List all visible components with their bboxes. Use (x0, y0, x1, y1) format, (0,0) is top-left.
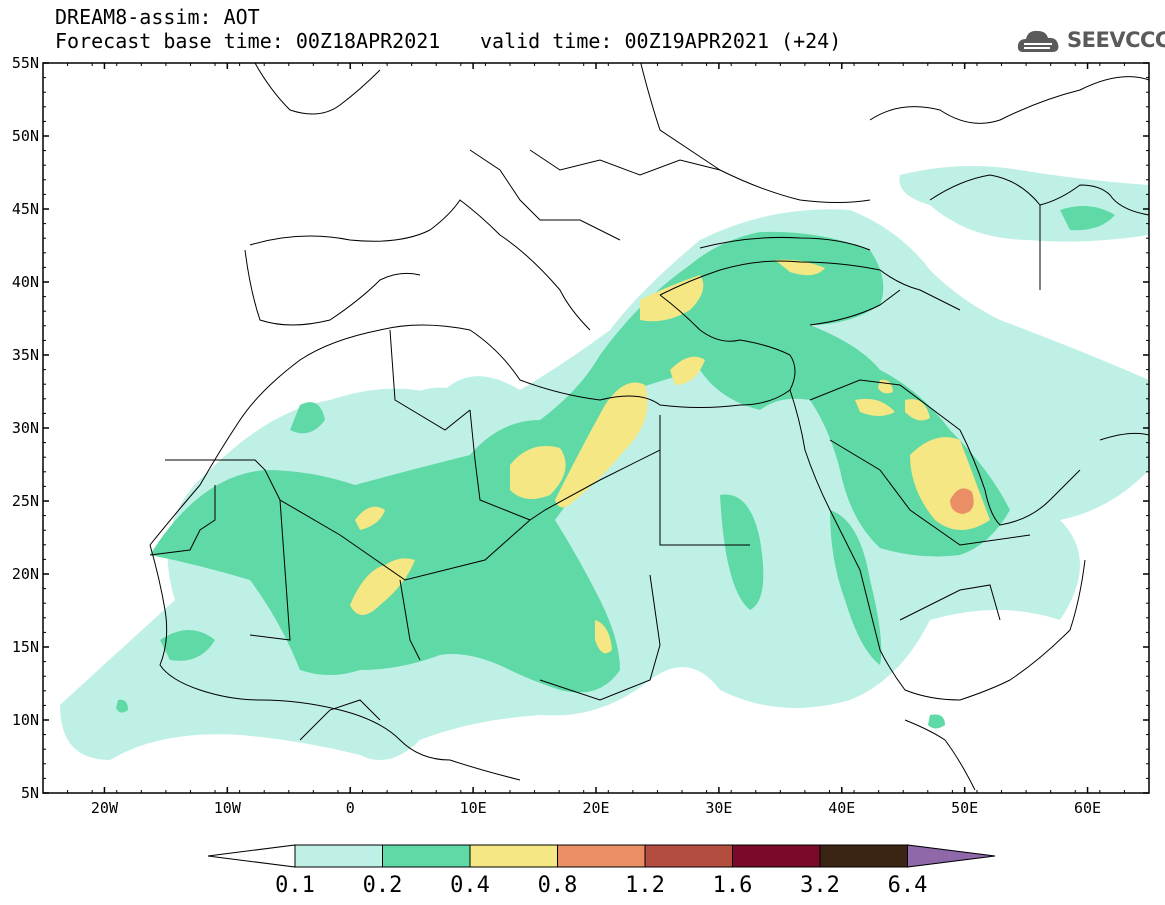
colorbar-boxes (207, 844, 996, 868)
colorbar-swatch (557, 844, 646, 868)
valid-time: valid time: 00Z19APR2021 (+24) (480, 29, 842, 53)
colorbar-swatch (644, 844, 733, 868)
longitude-axis: 20W 10W 0 10E 20E 30E 40E 50E 60E (42, 63, 1150, 817)
lat-tick-label: 20N (12, 565, 39, 583)
colorbar-left-arrow (207, 844, 296, 868)
lat-tick-label: 5N (21, 784, 39, 802)
lon-tick-label: 20E (582, 799, 609, 817)
latitude-axis: 55N 50N 45N 40N 35N 30N 25N 20N 15N 10N 5N (12, 54, 1149, 802)
lat-tick-label: 50N (12, 127, 39, 145)
lat-tick-label: 25N (12, 492, 39, 510)
colorbar-label: 0.1 (275, 873, 315, 898)
colorbar-labels: 0.1 0.2 0.4 0.8 1.2 1.6 3.2 6.4 (275, 873, 927, 898)
logo-text: SEEVCCC (1067, 28, 1165, 52)
aot-field (43, 63, 1149, 793)
lon-tick-label: 30E (705, 799, 732, 817)
colorbar-swatch (469, 844, 558, 868)
map-title: DREAM8-assim: AOT (55, 5, 260, 29)
colorbar-swatch (732, 844, 821, 868)
colorbar-label: 0.2 (363, 873, 403, 898)
lat-tick-label: 40N (12, 273, 39, 291)
lon-tick-label: 40E (828, 799, 855, 817)
colorbar-label: 0.8 (538, 873, 578, 898)
lat-tick-label: 15N (12, 638, 39, 656)
seevccc-logo: SEEVCCC (1015, 24, 1165, 58)
colorbar-label: 1.6 (713, 873, 753, 898)
colorbar-label: 3.2 (800, 873, 840, 898)
colorbar-label: 6.4 (888, 873, 928, 898)
colorbar-swatch (382, 844, 471, 868)
lon-tick-label: 10W (214, 799, 242, 817)
lon-tick-label: 50E (951, 799, 978, 817)
lat-tick-label: 30N (12, 419, 39, 437)
lat-tick-label: 35N (12, 346, 39, 364)
colorbar-swatch (294, 844, 383, 868)
cloud-logo-icon (1017, 30, 1059, 52)
lat-tick-label: 10N (12, 711, 39, 729)
colorbar-swatch (819, 844, 908, 868)
aot-contour-0.8 (950, 488, 974, 514)
lat-tick-label: 55N (12, 54, 39, 72)
lon-tick-label: 60E (1074, 799, 1101, 817)
lon-tick-label: 10E (460, 799, 487, 817)
colorbar-right-arrow (907, 844, 996, 868)
lat-tick-label: 45N (12, 200, 39, 218)
lon-tick-label: 0 (346, 799, 355, 817)
lon-tick-label: 20W (91, 799, 119, 817)
coastlines-borders (149, 63, 1149, 791)
colorbar-label: 0.4 (450, 873, 490, 898)
colorbar-label: 1.2 (625, 873, 665, 898)
forecast-base-time: Forecast base time: 00Z18APR2021 (55, 29, 441, 53)
